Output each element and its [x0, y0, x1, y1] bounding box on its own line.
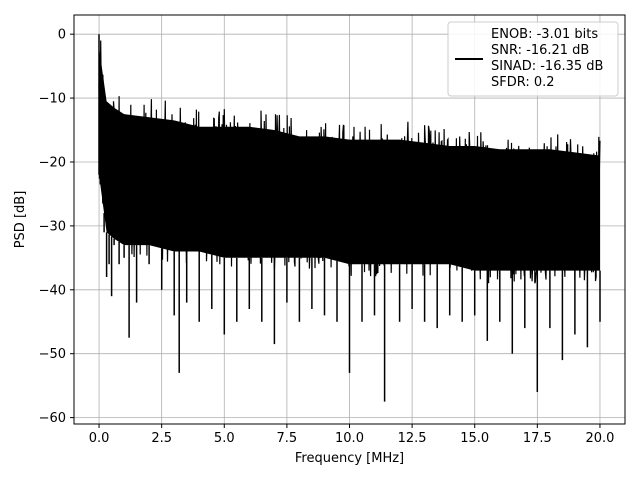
x-tick-label: 10.0 [335, 431, 364, 446]
y-tick-label: −50 [39, 347, 66, 362]
series-group [98, 34, 601, 402]
x-tick-label: 2.5 [151, 431, 172, 446]
y-tick-label: −60 [39, 411, 66, 426]
x-tick-label: 20.0 [585, 431, 614, 446]
legend-entry-snr: SNR: -16.21 dB [491, 43, 589, 58]
y-tick-label: 0 [58, 28, 66, 43]
legend: ENOB: -3.01 bits SNR: -16.21 dB SINAD: -… [447, 21, 619, 97]
legend-entry-sinad: SINAD: -16.35 dB [491, 59, 603, 74]
y-tick-label: −10 [39, 92, 66, 107]
legend-entry-sfdr: SFDR: 0.2 [491, 75, 555, 90]
noise-band [98, 40, 601, 284]
y-tick-label: −20 [39, 155, 66, 170]
legend-box [447, 21, 619, 97]
y-axis-label: PSD [dB] [13, 191, 28, 249]
x-tick-label: 7.5 [277, 431, 298, 446]
x-tick-label: 15.0 [460, 431, 489, 446]
x-tick-label: 0.0 [89, 431, 110, 446]
legend-entry-enob: ENOB: -3.01 bits [491, 27, 598, 42]
x-tick-label: 5.0 [214, 431, 235, 446]
y-tick-label: −40 [39, 283, 66, 298]
psd-noise-trace [98, 40, 601, 284]
y-axis-ticks: 0 −10 −20 −30 −40 −50 −60 [39, 28, 74, 426]
y-tick-label: −30 [39, 219, 66, 234]
x-axis-label: Frequency [MHz] [295, 451, 404, 466]
x-tick-label: 17.5 [523, 431, 552, 446]
x-axis-ticks: 0.0 2.5 5.0 7.5 10.0 12.5 15.0 17.5 20.0 [89, 424, 614, 446]
x-tick-label: 12.5 [398, 431, 427, 446]
